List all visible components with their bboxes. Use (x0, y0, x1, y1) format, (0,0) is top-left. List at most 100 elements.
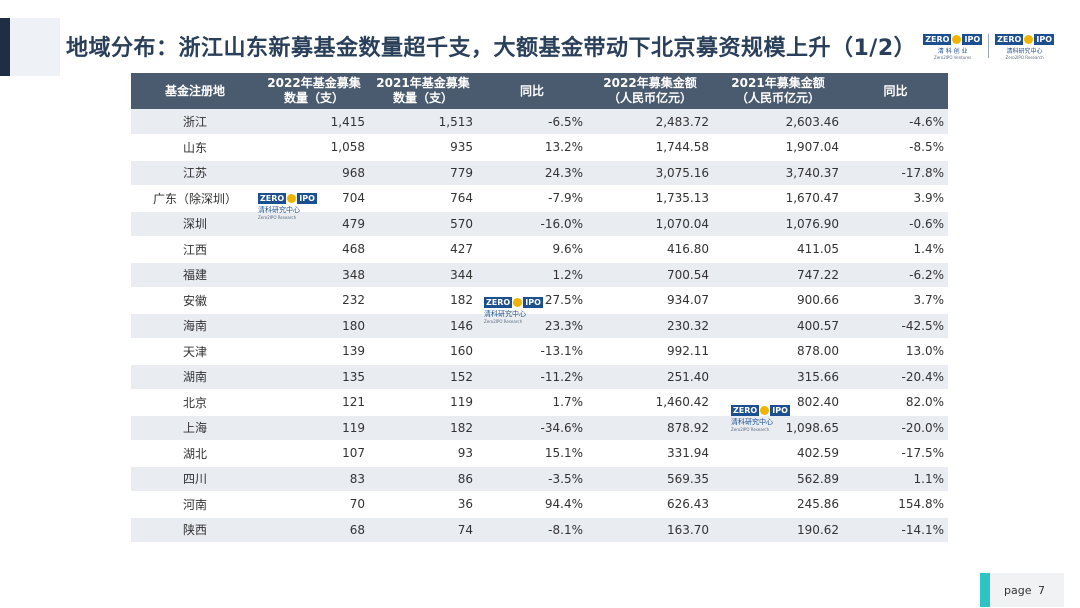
region-cell: 江西 (131, 236, 259, 263)
table-row: 江苏 968 779 24.3% 3,075.16 3,740.37 -17.8% (131, 160, 948, 186)
value-cell: 13.0% (843, 338, 948, 365)
value-cell: 402.59 (713, 440, 843, 467)
value-cell: 182 (369, 287, 477, 314)
value-cell: 427 (369, 236, 477, 263)
value-cell: 1,415 (259, 109, 369, 135)
value-cell: -17.5% (843, 440, 948, 467)
page-label: page (1004, 584, 1032, 597)
value-cell: -8.1% (477, 517, 587, 543)
regional-fund-table: 基金注册地 2022年基金募集 数量（支） 2021年基金募集 数量（支） 同比… (131, 73, 948, 543)
region-cell: 湖北 (131, 440, 259, 467)
region-cell: 江苏 (131, 160, 259, 186)
value-cell: 934.07 (587, 287, 713, 314)
table-row: 上海 119 182 -34.6% 878.92 1,098.65 -20.0% (131, 415, 948, 441)
watermark-logo: ZERO IPO 清科研究中心 Zero2IPO Research (484, 297, 543, 324)
region-cell: 海南 (131, 313, 259, 339)
column-header: 同比 (477, 73, 587, 109)
value-cell: 86 (369, 466, 477, 492)
value-cell: -11.2% (477, 364, 587, 390)
value-cell: 1,513 (369, 109, 477, 135)
value-cell: -20.4% (843, 364, 948, 390)
region-cell: 广东（除深圳） (131, 185, 259, 212)
value-cell: 68 (259, 517, 369, 543)
value-cell: 569.35 (587, 466, 713, 492)
value-cell: 344 (369, 262, 477, 288)
value-cell: 562.89 (713, 466, 843, 492)
value-cell: 82.0% (843, 389, 948, 416)
value-cell: 1,735.13 (587, 185, 713, 212)
value-cell: 3,740.37 (713, 160, 843, 186)
page-number: 7 (1038, 584, 1045, 597)
value-cell: 348 (259, 262, 369, 288)
value-cell: 3.7% (843, 287, 948, 314)
value-cell: -7.9% (477, 185, 587, 212)
region-cell: 河南 (131, 491, 259, 518)
column-header: 2021年募集金额 （人民币亿元） (713, 73, 843, 109)
value-cell: 626.43 (587, 491, 713, 518)
value-cell: 700.54 (587, 262, 713, 288)
value-cell: -6.5% (477, 109, 587, 135)
logo-dot-icon (760, 406, 770, 415)
value-cell: 146 (369, 313, 477, 339)
value-cell: 152 (369, 364, 477, 390)
value-cell: 107 (259, 440, 369, 467)
value-cell: 1.7% (477, 389, 587, 416)
value-cell: -4.6% (843, 109, 948, 135)
table-row: 山东 1,058 935 13.2% 1,744.58 1,907.04 -8.5% (131, 134, 948, 161)
value-cell: 182 (369, 415, 477, 441)
table-row: 安徽 232 182 27.5% 934.07 900.66 3.7% (131, 287, 948, 314)
value-cell: 121 (259, 389, 369, 416)
title-accent-bar (0, 18, 10, 76)
column-header: 基金注册地 (131, 73, 259, 109)
page-title: 地域分布：浙江山东新募基金数量超千支，大额基金带动下北京募资规模上升（1/2） (66, 36, 917, 61)
value-cell: 24.3% (477, 160, 587, 186)
column-header: 2021年基金募集 数量（支） (369, 73, 477, 109)
value-cell: 479 (259, 211, 369, 237)
value-cell: 9.6% (477, 236, 587, 263)
logo-divider (988, 34, 990, 58)
value-cell: 570 (369, 211, 477, 237)
region-cell: 山东 (131, 134, 259, 161)
title-band (10, 18, 60, 76)
region-cell: 陕西 (131, 517, 259, 543)
region-cell: 天津 (131, 338, 259, 365)
value-cell: 1,058 (259, 134, 369, 161)
value-cell: 94.4% (477, 491, 587, 518)
value-cell: -8.5% (843, 134, 948, 161)
value-cell: -14.1% (843, 517, 948, 543)
table-header-row: 基金注册地 2022年基金募集 数量（支） 2021年基金募集 数量（支） 同比… (131, 73, 948, 109)
logo-dot-icon (1024, 35, 1034, 44)
table-row: 广东（除深圳） 704 764 -7.9% 1,735.13 1,670.47 3.9% (131, 185, 948, 212)
table-row: 北京 121 119 1.7% 1,460.42 802.40 82.0% (131, 389, 948, 416)
zero2ipo-ventures-logo: ZERO IPO 清 科 创 业 Zero2IPO Ventures (923, 34, 983, 60)
region-cell: 深圳 (131, 211, 259, 237)
logo-dot-icon (513, 298, 523, 307)
table-row: 福建 348 344 1.2% 700.54 747.22 -6.2% (131, 262, 948, 288)
value-cell: 232 (259, 287, 369, 314)
region-cell: 湖南 (131, 364, 259, 390)
value-cell: 1,070.04 (587, 211, 713, 237)
watermark-logo: ZERO IPO 清科研究中心 Zero2IPO Research (258, 193, 317, 220)
value-cell: 747.22 (713, 262, 843, 288)
value-cell: -20.0% (843, 415, 948, 441)
value-cell: -13.1% (477, 338, 587, 365)
value-cell: 878.00 (713, 338, 843, 365)
value-cell: 23.3% (477, 313, 587, 339)
region-cell: 四川 (131, 466, 259, 492)
value-cell: 1,744.58 (587, 134, 713, 161)
value-cell: 3.9% (843, 185, 948, 212)
value-cell: 1,460.42 (587, 389, 713, 416)
value-cell: 93 (369, 440, 477, 467)
table-row: 深圳 479 570 -16.0% 1,070.04 1,076.90 -0.6% (131, 211, 948, 237)
zero2ipo-research-logo: ZERO IPO 清科研究中心 Zero2IPO Research (995, 34, 1054, 60)
table-row: 河南 70 36 94.4% 626.43 245.86 154.8% (131, 491, 948, 518)
value-cell: 1.2% (477, 262, 587, 288)
region-cell: 浙江 (131, 109, 259, 135)
logo-dot-icon (952, 35, 962, 44)
table-row: 四川 83 86 -3.5% 569.35 562.89 1.1% (131, 466, 948, 492)
value-cell: 154.8% (843, 491, 948, 518)
column-header: 2022年基金募集 数量（支） (259, 73, 369, 109)
watermark-logo: ZERO IPO 清科研究中心 Zero2IPO Research (731, 405, 790, 432)
table-row: 海南 180 146 23.3% 230.32 400.57 -42.5% (131, 313, 948, 339)
value-cell: 70 (259, 491, 369, 518)
